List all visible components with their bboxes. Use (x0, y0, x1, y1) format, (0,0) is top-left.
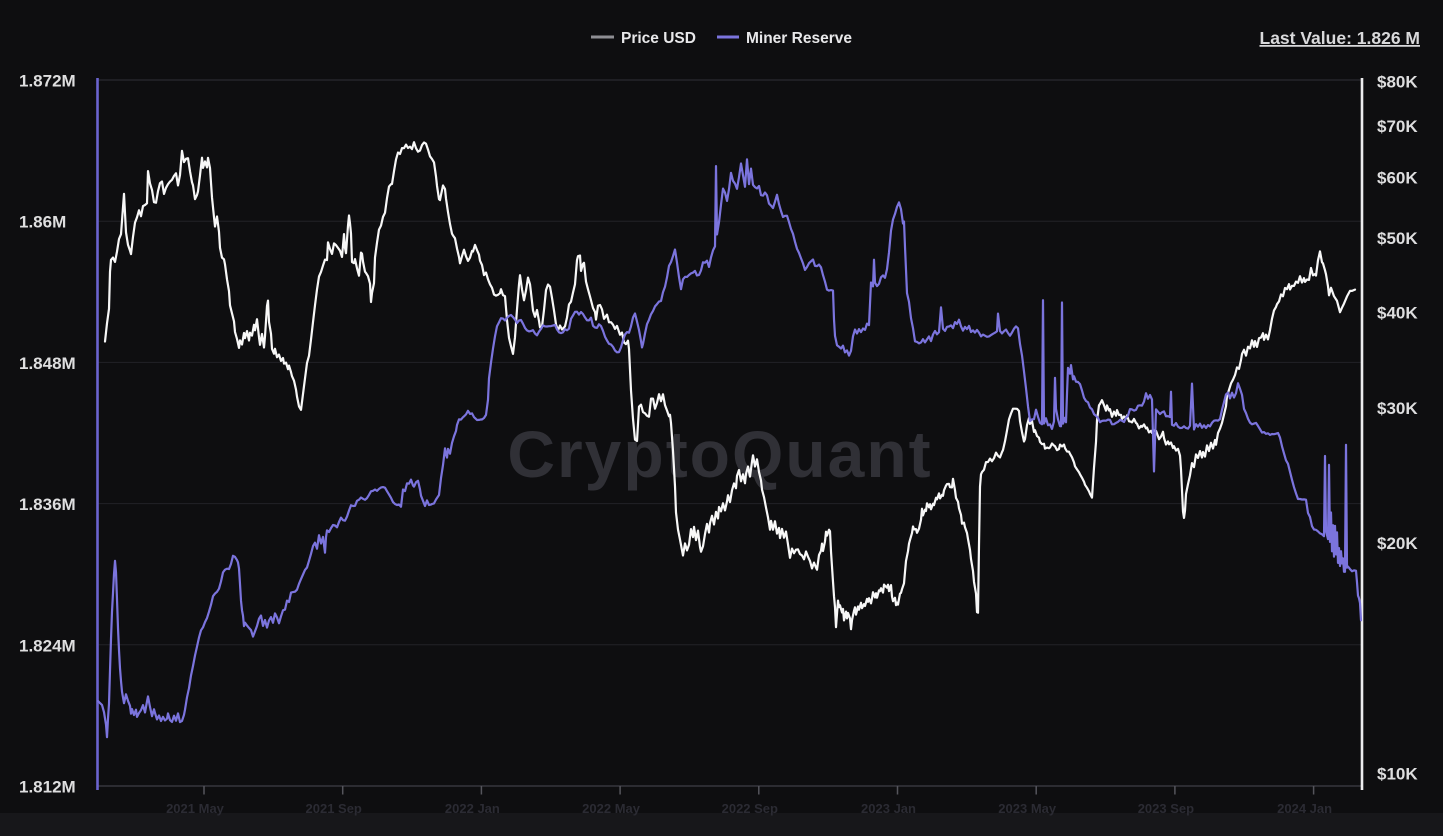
svg-text:Last Value: 1.826 M: Last Value: 1.826 M (1260, 28, 1421, 48)
svg-text:$80K: $80K (1377, 73, 1418, 92)
svg-text:$50K: $50K (1377, 229, 1418, 248)
svg-text:2021 May: 2021 May (166, 801, 225, 816)
svg-text:1.824M: 1.824M (19, 636, 76, 655)
svg-text:Miner Reserve: Miner Reserve (746, 30, 852, 47)
svg-text:2021 Sep: 2021 Sep (306, 801, 362, 816)
svg-text:$60K: $60K (1377, 168, 1418, 187)
svg-text:Price USD: Price USD (621, 30, 696, 47)
svg-text:$70K: $70K (1377, 117, 1418, 136)
svg-text:2022 May: 2022 May (582, 801, 641, 816)
svg-text:CryptoQuant: CryptoQuant (507, 417, 932, 491)
svg-text:2022 Jan: 2022 Jan (445, 801, 500, 816)
svg-text:1.812M: 1.812M (19, 778, 76, 797)
svg-text:$40K: $40K (1377, 303, 1418, 322)
svg-text:2023 Sep: 2023 Sep (1138, 801, 1194, 816)
svg-text:1.848M: 1.848M (19, 354, 76, 373)
svg-text:2022 Sep: 2022 Sep (722, 801, 778, 816)
svg-text:$30K: $30K (1377, 399, 1418, 418)
svg-text:2023 Jan: 2023 Jan (861, 801, 916, 816)
svg-text:$10K: $10K (1377, 765, 1418, 784)
svg-text:1.836M: 1.836M (19, 495, 76, 514)
svg-text:2024 Jan: 2024 Jan (1277, 801, 1332, 816)
svg-text:1.86M: 1.86M (19, 213, 66, 232)
svg-text:2023 May: 2023 May (998, 801, 1057, 816)
svg-text:$20K: $20K (1377, 534, 1418, 553)
svg-text:1.872M: 1.872M (19, 72, 76, 91)
